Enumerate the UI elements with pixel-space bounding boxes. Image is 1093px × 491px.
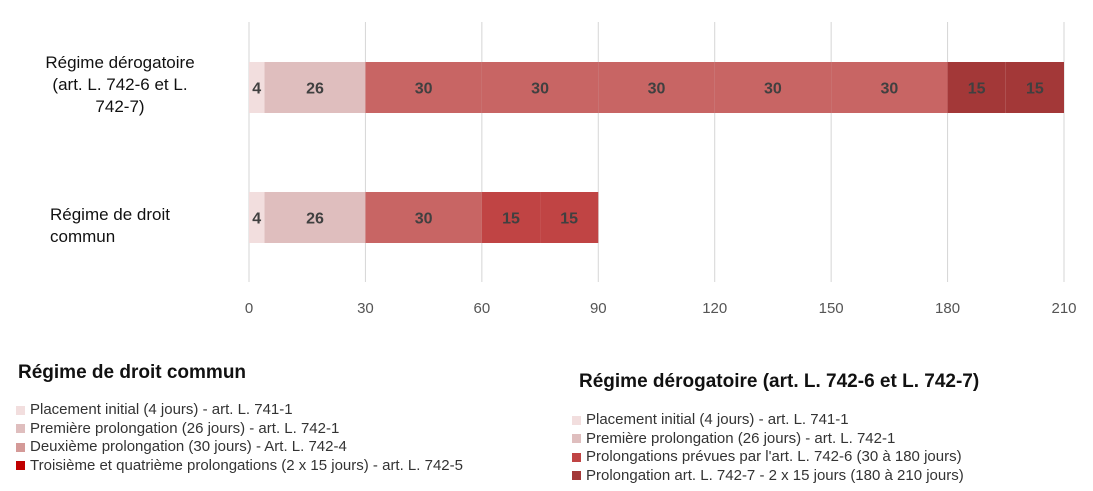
- legend-entry: Prolongations prévues par l'art. L. 742-…: [572, 448, 964, 467]
- data-label: 30: [764, 81, 782, 98]
- legend-entry: Placement initial (4 jours) - art. L. 74…: [16, 401, 463, 420]
- legend-swatch: [572, 452, 581, 462]
- legend-swatch: [572, 471, 581, 481]
- x-tick-label: 180: [935, 300, 960, 317]
- legend-swatch: [16, 424, 25, 434]
- bar-segment: [714, 62, 832, 113]
- x-tick-label: 0: [245, 300, 253, 317]
- data-label: 30: [531, 81, 549, 98]
- bar-segment: [540, 192, 599, 243]
- legend-entry: Troisième et quatrième prolongations (2 …: [16, 457, 463, 476]
- bar-segment: [264, 192, 366, 243]
- legend-entry-label: Placement initial (4 jours) - art. L. 74…: [30, 401, 293, 418]
- legend-entry: Deuxième prolongation (30 jours) - Art. …: [16, 438, 463, 457]
- bar-segment: [365, 192, 482, 243]
- data-label: 30: [415, 211, 433, 228]
- bar-segment: [598, 62, 715, 113]
- bar-segment: [831, 62, 948, 113]
- legend-title-derogatoire: Régime dérogatoire (art. L. 742-6 et L. …: [579, 371, 980, 392]
- x-tick-label: 90: [590, 300, 607, 317]
- legend-entry: Prolongation art. L. 742-7 - 2 x 15 jour…: [572, 467, 964, 486]
- data-label: 15: [502, 211, 520, 228]
- data-label: 30: [415, 81, 433, 98]
- data-label: 30: [880, 81, 898, 98]
- x-tick-label: 60: [474, 300, 491, 317]
- legend-entry: Première prolongation (26 jours) - art. …: [572, 430, 964, 449]
- data-label: 4: [252, 211, 261, 228]
- legend-entry-label: Prolongations prévues par l'art. L. 742-…: [586, 448, 962, 465]
- data-label: 30: [648, 81, 666, 98]
- legend-entry-label: Deuxième prolongation (30 jours) - Art. …: [30, 438, 347, 455]
- data-label: 15: [1026, 81, 1044, 98]
- bar-segment: [264, 62, 366, 113]
- legend-entry: Première prolongation (26 jours) - art. …: [16, 420, 463, 439]
- legend-entry-label: Prolongation art. L. 742-7 - 2 x 15 jour…: [586, 466, 964, 484]
- legend-entry-label: Première prolongation (26 jours) - art. …: [586, 429, 896, 447]
- bar-segment: [365, 62, 482, 113]
- legend-entry-label: Placement initial (4 jours) - art. L. 74…: [586, 411, 849, 428]
- data-label: 26: [306, 81, 324, 98]
- legend-swatch: [572, 434, 581, 444]
- x-tick-label: 210: [1051, 300, 1076, 317]
- legend-swatch: [16, 405, 25, 415]
- bar-segment: [249, 192, 265, 243]
- legend-swatch: [16, 442, 25, 452]
- data-label: 15: [968, 81, 986, 98]
- bar-segment: [1005, 62, 1064, 113]
- bar-segment: [947, 62, 1006, 113]
- data-label: 15: [560, 211, 578, 228]
- legend-droit-commun: Placement initial (4 jours) - art. L. 74…: [16, 401, 463, 475]
- bar-segment: [249, 62, 265, 113]
- category-label-droit-commun: Régime de droit commun: [50, 205, 171, 246]
- legend-swatch: [16, 461, 25, 471]
- bar-segment: [481, 62, 599, 113]
- x-tick-label: 120: [702, 300, 727, 317]
- legend-entry: Placement initial (4 jours) - art. L. 74…: [572, 411, 964, 430]
- legend-entry-label: Troisième et quatrième prolongations (2 …: [30, 456, 463, 474]
- data-label: 4: [252, 81, 261, 98]
- x-tick-label: 30: [357, 300, 374, 317]
- legend-derogatoire: Placement initial (4 jours) - art. L. 74…: [572, 411, 964, 485]
- data-label: 26: [306, 211, 324, 228]
- legend-entry-label: Première prolongation (26 jours) - art. …: [30, 419, 340, 437]
- legend-swatch: [572, 415, 581, 425]
- bar-segment: [481, 192, 541, 243]
- category-label-derogatoire: Régime dérogatoire (art. L. 742-6 et L. …: [45, 53, 195, 116]
- legend-title-droit-commun: Régime de droit commun: [18, 362, 247, 383]
- x-tick-label: 150: [819, 300, 844, 317]
